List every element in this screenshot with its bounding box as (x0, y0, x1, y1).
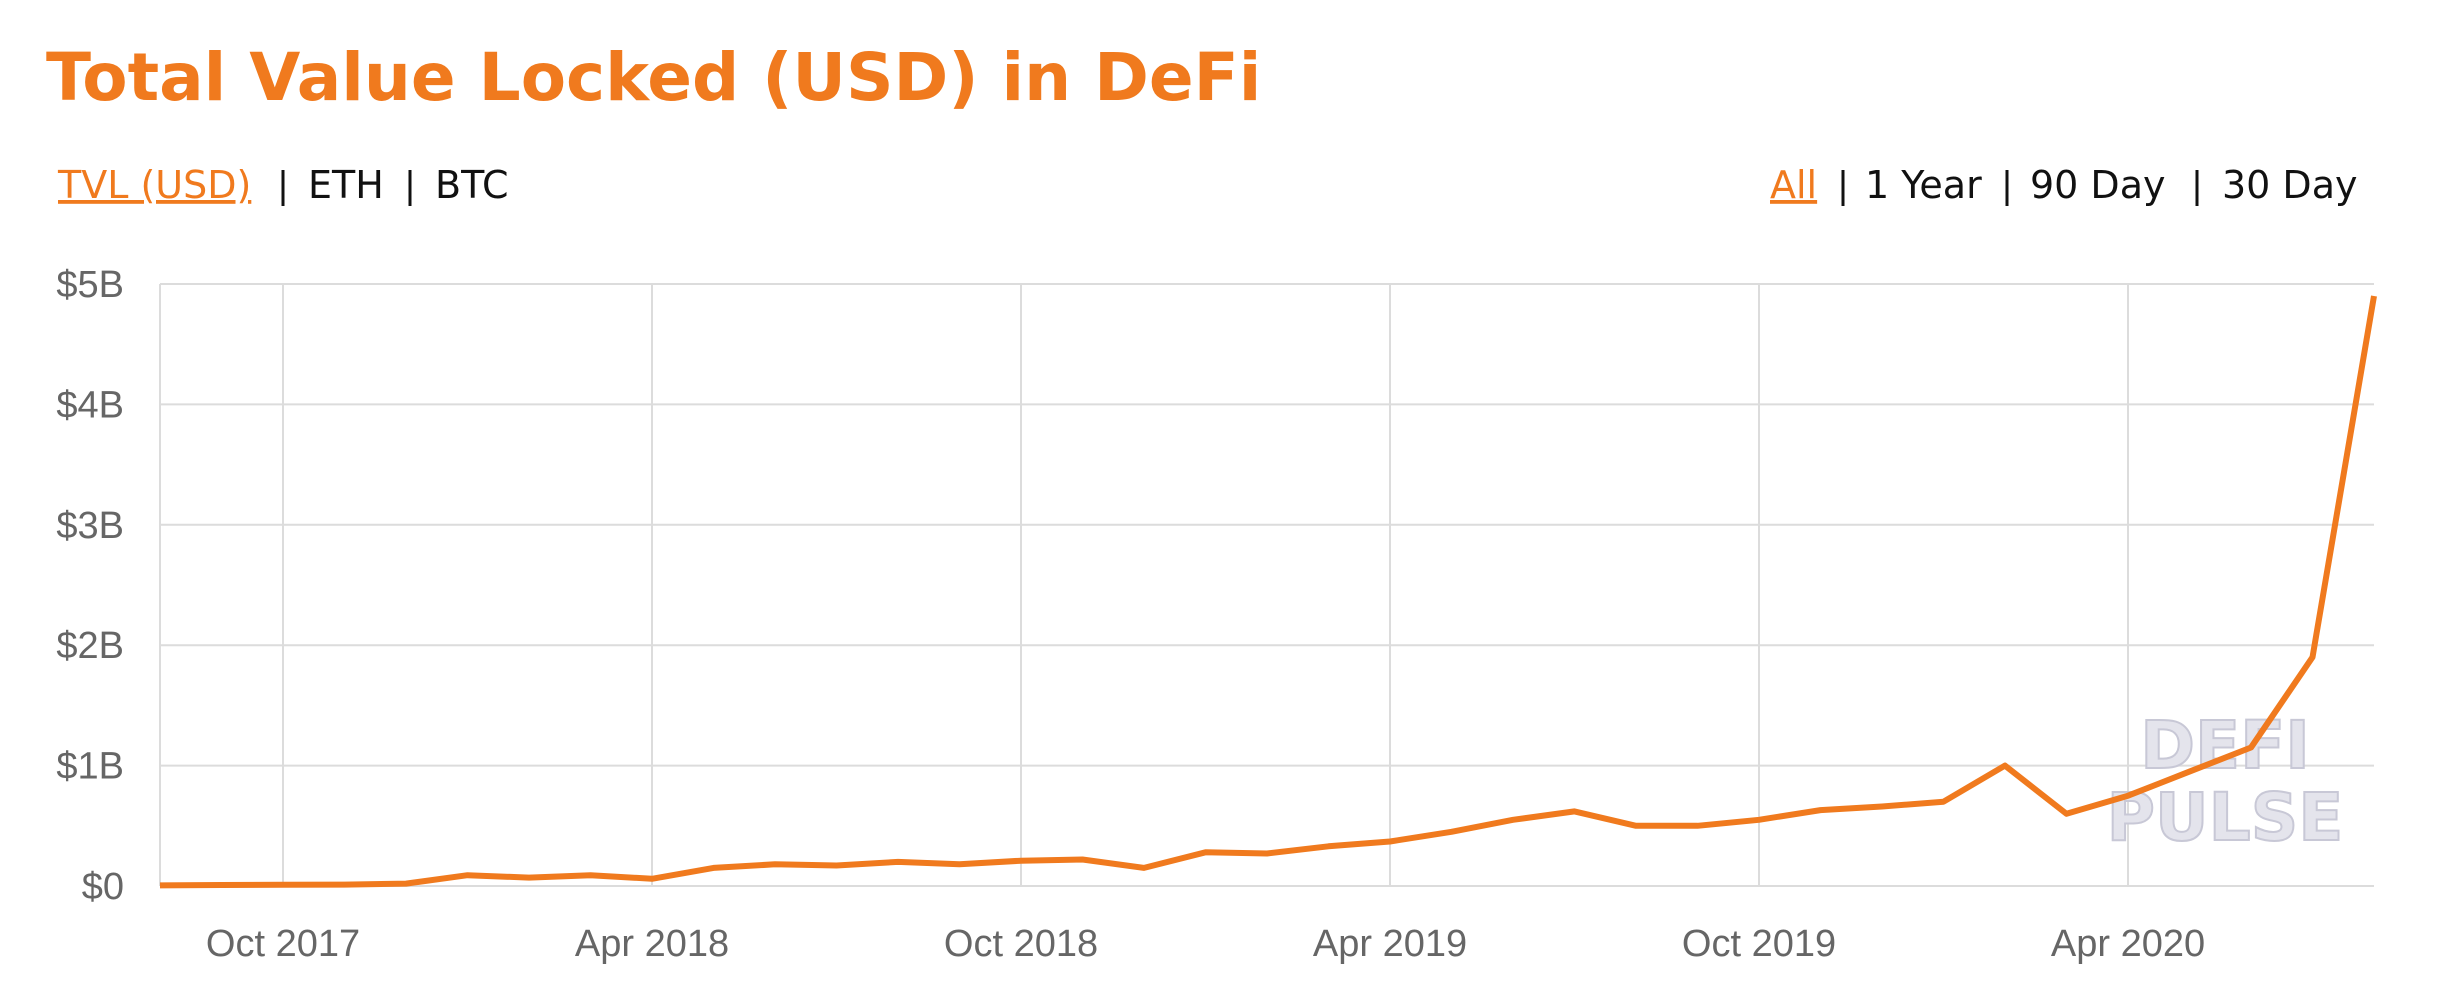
y-tick-label: $3B (56, 505, 124, 547)
metric-tab[interactable]: ETH (308, 163, 384, 207)
x-tick-label: Apr 2018 (575, 923, 729, 965)
range-tab[interactable]: All (1770, 163, 1817, 207)
y-tick-label: $5B (56, 264, 124, 306)
y-tick-label: $2B (56, 625, 124, 667)
y-tick-label: $0 (82, 866, 124, 908)
chart-title: Total Value Locked (USD) in DeFi (46, 39, 1261, 116)
y-tick-label: $1B (56, 746, 124, 788)
watermark: DEFI (2140, 707, 2310, 784)
metric-tab[interactable]: BTC (435, 163, 509, 207)
x-tick-label: Oct 2017 (206, 923, 360, 965)
x-tick-label: Oct 2019 (1682, 923, 1836, 965)
x-tick-label: Apr 2020 (2051, 923, 2205, 965)
range-tab[interactable]: 30 Day (2222, 163, 2357, 207)
metric-tab[interactable]: TVL (USD) (57, 163, 251, 207)
y-tick-label: $4B (56, 384, 124, 426)
line-series (159, 295, 2377, 889)
x-tick-label: Apr 2019 (1313, 923, 1467, 965)
range-tab[interactable]: 90 Day (2030, 163, 2165, 207)
x-tick-label: Oct 2018 (944, 923, 1098, 965)
range-tab[interactable]: 1 Year (1865, 163, 1982, 207)
